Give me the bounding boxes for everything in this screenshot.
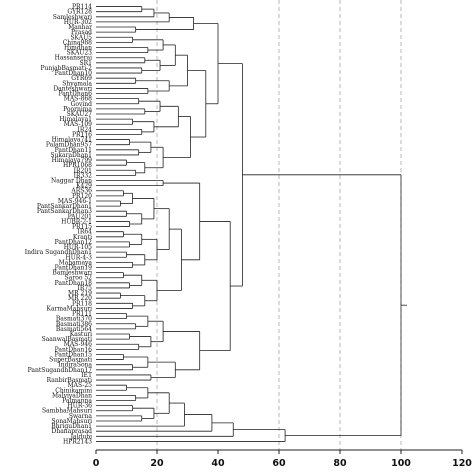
leaf-label: HUR-4-3 [66,254,93,261]
leaf-label: PantDhan6 [58,91,92,98]
leaf-label: SKAU5 [70,34,92,41]
leaf-label: PR115 [72,224,92,231]
leaf-label: IR201 [74,167,92,174]
leaf-label: Dhanaprasad [52,428,93,435]
leaf-label: PR118 [72,300,92,307]
x-axis: 0 20 40 60 80 100 120 [93,449,472,469]
leaf-label: ARS36 [70,188,92,195]
leaf-label: SKAU27 [67,111,93,118]
leaf-label: Himalaya799 [52,157,93,164]
leaf-label: Himalaya741 [52,137,92,144]
leaf-label: MR 220 [68,295,92,302]
leaf-label: IndiraSona [58,362,92,369]
leaf-label: BhriguDhan1 [51,423,92,430]
leaf-label: GYR128 [67,9,92,16]
leaf-label: Palmanna [62,398,92,405]
leaf-label: HPR2143 [63,438,92,445]
leaf-label: GYR69 [71,75,92,82]
leaf-label: IET [81,372,92,379]
leaf-label: Prasad [71,29,92,36]
leaf-label: Jaldubi [70,433,92,440]
leaf-label: HUR-302 [64,19,92,26]
leaf-label: Himdhan [64,44,92,51]
leaf-label: MAS-946-1 [58,198,92,205]
leaf-label: PR111 [72,311,92,318]
leaf-label: Himalaya1 [59,116,92,123]
leaf-labels: PR114GYR128SamleshwariHUR-302ManharPrasa… [25,4,93,446]
leaf-label: MalviyaDhan [52,392,92,399]
leaf-label: IR332 [74,172,93,179]
leaf-label: Hassanserai [55,55,92,62]
leaf-label: Basmati564 [56,326,92,333]
leaf-label: IR75 [77,285,92,292]
leaf-label: PR116 [72,131,92,138]
leaf-label: PantDhan18 [55,280,93,287]
leaf-label: Samleshwari [53,14,92,21]
leaf-label: MAS-109 [64,121,92,128]
leaf-label: SaanwalBasmati [42,336,93,343]
leaf-label: PantDhan15 [55,351,93,358]
x-tick-label: 0 [93,458,100,469]
x-tick-label: 20 [150,458,164,469]
x-tick-label: 60 [272,458,286,469]
leaf-label: PantDhan16 [55,346,93,353]
leaf-label: SukaraDhan1 [50,152,92,159]
leaf-label: SambhaMahsuri [42,408,92,415]
leaf-label: Govind [71,101,93,108]
leaf-label: Swarna [69,413,93,420]
dendrogram-branches [96,6,407,442]
leaf-label: HPR1068 [63,162,92,169]
leaf-label: PantDhan12 [55,239,93,246]
leaf-label: KarmaMahsuri [46,305,92,312]
leaf-label: PunjabBasmati-2 [40,65,92,72]
leaf-label: Manhar [68,24,92,31]
leaf-label: PantDhan10 [55,70,93,77]
leaf-label: SKAU23 [67,50,93,57]
leaf-label: PantSankarDhan1 [37,203,92,210]
leaf-label: SuperBasmati [49,357,92,364]
leaf-label: MAS-946 [64,341,92,348]
leaf-label: PR120 [72,193,92,200]
leaf-label: Naggar Dhan [51,178,92,185]
leaf-label: Mahamaya [59,259,93,266]
leaf-label: PantDhan11 [55,147,92,154]
leaf-label: HUBR-2-1 [61,218,92,225]
leaf-label: PantSugandhDhan17 [28,367,93,374]
leaf-label: Shyamala [62,80,92,87]
x-tick-label: 40 [211,458,225,469]
leaf-label: PR114 [72,4,92,11]
leaf-label: PAU201 [68,213,92,220]
leaf-label: Kranti [73,234,92,241]
leaf-label: Poornima [63,106,92,113]
leaf-label: Danteshwari [53,85,92,92]
leaf-label: PalamDhan957 [46,142,92,149]
leaf-label: Saroo 52 [65,275,93,282]
grid-lines [156,0,402,450]
leaf-label: HUR-36 [68,403,93,410]
leaf-label: China988 [63,39,92,46]
leaf-label: IR24 [77,126,92,133]
leaf-label: Basmati386 [56,321,92,328]
leaf-label: SR1 [80,60,92,67]
leaf-label: PantSankarDhan3 [37,208,92,215]
x-tick-label: 120 [452,458,472,469]
leaf-label: K429 [76,183,92,190]
leaf-label: RanbirBasmati [47,377,92,384]
leaf-label: IR64 [77,229,92,236]
x-tick-label: 80 [333,458,347,469]
leaf-label: MAS-25 [68,382,93,389]
leaf-label: PantDhan19 [55,264,93,271]
x-tick-label: 100 [391,458,411,469]
leaf-label: MAS-868 [64,96,92,103]
leaf-label: Indira SugandhDhan1 [25,249,92,256]
leaf-label: Chinikamini [55,387,92,394]
leaf-label: SonaMahsuri [52,418,93,425]
leaf-label: MR 219 [68,290,92,297]
leaf-label: HUR-105 [64,244,92,251]
leaf-label: Bamleshwari [52,270,92,277]
leaf-label: Kasturi [70,331,92,338]
leaf-label: Basmati370 [56,316,92,323]
